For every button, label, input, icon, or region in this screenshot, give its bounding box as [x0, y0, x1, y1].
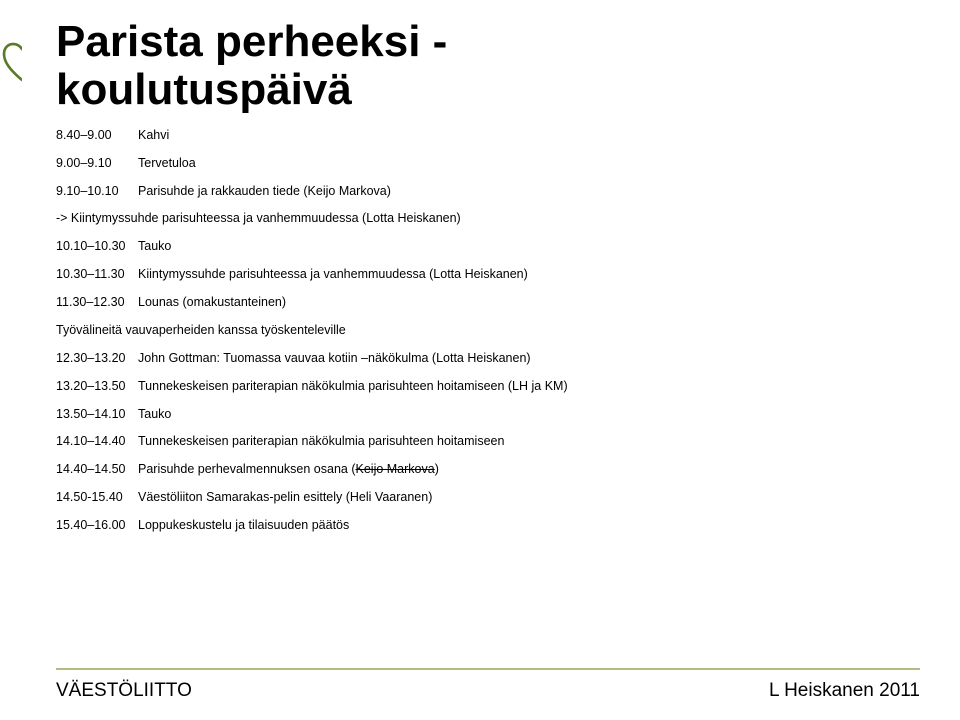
schedule-row: 10.30–11.30 Kiintymyssuhde parisuhteessa…	[56, 266, 920, 283]
schedule-row: 15.40–16.00 Loppukeskustelu ja tilaisuud…	[56, 517, 920, 534]
footer-author: L Heiskanen 2011	[769, 680, 920, 702]
time: 12.30–13.20	[56, 350, 138, 367]
desc: Tervetuloa	[138, 155, 920, 172]
time: 14.50-15.40	[56, 489, 138, 506]
desc: Loppukeskustelu ja tilaisuuden päätös	[138, 517, 920, 534]
desc: Tauko	[138, 406, 920, 423]
divider-rule	[56, 668, 920, 670]
time: 13.20–13.50	[56, 378, 138, 395]
schedule-row: 9.10–10.10 Parisuhde ja rakkauden tiede …	[56, 183, 920, 200]
desc: Tunnekeskeisen pariterapian näkökulmia p…	[138, 433, 920, 450]
schedule-row: 12.30–13.20 John Gottman: Tuomassa vauva…	[56, 350, 920, 367]
schedule-row: 14.40–14.50 Parisuhde perhevalmennuksen …	[56, 461, 920, 478]
time: 14.40–14.50	[56, 461, 138, 478]
section-note: Työvälineitä vauvaperheiden kanssa työsk…	[56, 322, 920, 339]
desc-strike: Keijo Markova	[356, 462, 435, 476]
desc: Parisuhde perhevalmennuksen osana (Keijo…	[138, 461, 920, 478]
page-title: Parista perheeksi - koulutuspäivä	[56, 18, 920, 115]
time: 9.00–9.10	[56, 155, 138, 172]
schedule-row: 9.00–9.10 Tervetuloa	[56, 155, 920, 172]
time: 15.40–16.00	[56, 517, 138, 534]
desc-pre: Parisuhde perhevalmennuksen osana (	[138, 462, 356, 476]
desc: Väestöliiton Samarakas-pelin esittely (H…	[138, 489, 920, 506]
desc: Tunnekeskeisen pariterapian näkökulmia p…	[138, 378, 920, 395]
slide-page: Parista perheeksi - koulutuspäivä 8.40–9…	[0, 0, 960, 720]
heart-logo-icon	[0, 40, 22, 84]
schedule-row: 13.20–13.50 Tunnekeskeisen pariterapian …	[56, 378, 920, 395]
schedule-subline: -> Kiintymyssuhde parisuhteessa ja vanhe…	[56, 210, 920, 227]
schedule-row: 10.10–10.30 Tauko	[56, 238, 920, 255]
time: 10.10–10.30	[56, 238, 138, 255]
time: 8.40–9.00	[56, 127, 138, 144]
time: 13.50–14.10	[56, 406, 138, 423]
schedule-row: 13.50–14.10 Tauko	[56, 406, 920, 423]
schedule-row: 14.10–14.40 Tunnekeskeisen pariterapian …	[56, 433, 920, 450]
desc: Parisuhde ja rakkauden tiede (Keijo Mark…	[138, 183, 920, 200]
time: 14.10–14.40	[56, 433, 138, 450]
desc-post: )	[435, 462, 439, 476]
desc: Lounas (omakustanteinen)	[138, 294, 920, 311]
footer-org: VÄESTÖLIITTO	[56, 680, 192, 702]
desc: Tauko	[138, 238, 920, 255]
schedule-row: 8.40–9.00 Kahvi	[56, 127, 920, 144]
desc: Kahvi	[138, 127, 920, 144]
time: 11.30–12.30	[56, 294, 138, 311]
desc: Kiintymyssuhde parisuhteessa ja vanhemmu…	[138, 266, 920, 283]
desc: John Gottman: Tuomassa vauvaa kotiin –nä…	[138, 350, 920, 367]
schedule-row: 14.50-15.40 Väestöliiton Samarakas-pelin…	[56, 489, 920, 506]
time: 9.10–10.10	[56, 183, 138, 200]
schedule-row: 11.30–12.30 Lounas (omakustanteinen)	[56, 294, 920, 311]
time: 10.30–11.30	[56, 266, 138, 283]
schedule-list: 8.40–9.00 Kahvi 9.00–9.10 Tervetuloa 9.1…	[56, 127, 920, 534]
